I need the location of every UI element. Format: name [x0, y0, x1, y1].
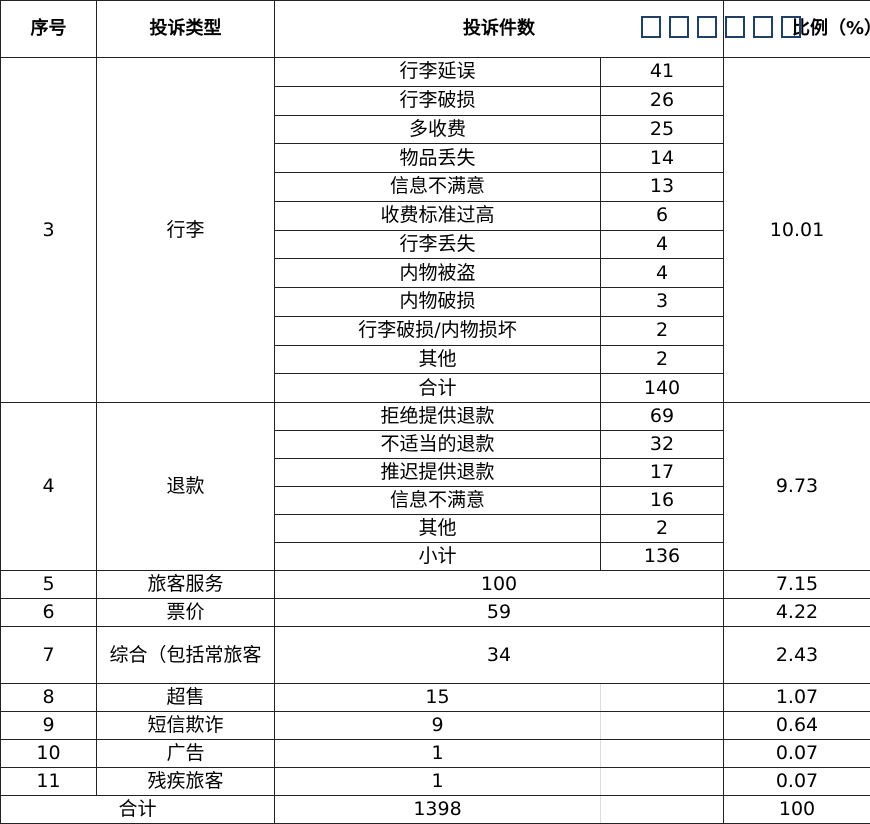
- ratio: 4.22: [724, 599, 870, 627]
- empty-cell: [601, 684, 724, 712]
- sub-type: 内物被盗: [275, 259, 601, 288]
- sub-type: 行李破损: [275, 86, 601, 115]
- sub-count: 32: [601, 431, 724, 459]
- complaint-type: 广告: [97, 740, 275, 768]
- sub-type: 其他: [275, 345, 601, 374]
- sub-count: 14: [601, 144, 724, 173]
- count: 15: [275, 684, 601, 712]
- sub-type: 物品丢失: [275, 144, 601, 173]
- sub-type: 多收费: [275, 115, 601, 144]
- sub-count: 136: [601, 543, 724, 571]
- count: 1: [275, 768, 601, 796]
- sub-type: 不适当的退款: [275, 431, 601, 459]
- complaint-type: 短信欺诈: [97, 712, 275, 740]
- count: 34: [275, 627, 724, 684]
- count: 9: [275, 712, 601, 740]
- sub-type: 内物破损: [275, 288, 601, 317]
- sub-type: 收费标准过高: [275, 201, 601, 230]
- header-ratio: 比例（%）: [724, 1, 870, 58]
- sub-count: 2: [601, 345, 724, 374]
- sub-type: 信息不满意: [275, 173, 601, 202]
- ratio: 1.07: [724, 684, 870, 712]
- sub-count: 25: [601, 115, 724, 144]
- sub-count: 2: [601, 316, 724, 345]
- sub-count: 69: [601, 403, 724, 431]
- sub-count: 3: [601, 288, 724, 317]
- row-number: 11: [1, 768, 97, 796]
- complaint-type: 退款: [97, 403, 275, 571]
- sub-count: 2: [601, 515, 724, 543]
- empty-cell: [601, 768, 724, 796]
- row-number: 7: [1, 627, 97, 684]
- total-ratio: 100: [724, 796, 870, 824]
- row-number: 3: [1, 58, 97, 403]
- empty-cell: [601, 712, 724, 740]
- count: 1: [275, 740, 601, 768]
- ratio: 0.64: [724, 712, 870, 740]
- sub-count: 17: [601, 459, 724, 487]
- ratio: 0.07: [724, 740, 870, 768]
- sub-type: 拒绝提供退款: [275, 403, 601, 431]
- header-row: 序号 投诉类型 投诉件数 比例（%）: [1, 1, 870, 58]
- count: 59: [275, 599, 724, 627]
- empty-cell: [601, 796, 724, 824]
- sub-count: 6: [601, 201, 724, 230]
- header-type: 投诉类型: [97, 1, 275, 58]
- complaint-type: 残疾旅客: [97, 768, 275, 796]
- ratio: 0.07: [724, 768, 870, 796]
- complaint-type: 旅客服务: [97, 571, 275, 599]
- sub-type: 行李延误: [275, 58, 601, 87]
- ratio: 7.15: [724, 571, 870, 599]
- row-number: 4: [1, 403, 97, 571]
- sub-type: 推迟提供退款: [275, 459, 601, 487]
- complaint-type: 综合（包括常旅客: [97, 627, 275, 684]
- sub-count: 4: [601, 259, 724, 288]
- sub-count: 41: [601, 58, 724, 87]
- empty-cell: [601, 740, 724, 768]
- sub-type: 其他: [275, 515, 601, 543]
- row-number: 9: [1, 712, 97, 740]
- sub-type: 信息不满意: [275, 487, 601, 515]
- sub-count: 26: [601, 86, 724, 115]
- complaint-type: 行李: [97, 58, 275, 403]
- row-number: 10: [1, 740, 97, 768]
- header-ratio-label: 比例（%）: [792, 18, 870, 39]
- sub-type: 行李破损/内物损坏: [275, 316, 601, 345]
- count: 100: [275, 571, 724, 599]
- sub-type: 小计: [275, 543, 601, 571]
- total-count: 1398: [275, 796, 601, 824]
- header-count: 投诉件数: [275, 1, 724, 58]
- ratio: 2.43: [724, 627, 870, 684]
- sub-count: 4: [601, 230, 724, 259]
- row-number: 8: [1, 684, 97, 712]
- ratio: 10.01: [724, 58, 870, 403]
- sub-count: 16: [601, 487, 724, 515]
- header-no: 序号: [1, 1, 97, 58]
- ratio: 9.73: [724, 403, 870, 571]
- row-number: 5: [1, 571, 97, 599]
- row-number: 6: [1, 599, 97, 627]
- sub-type: 行李丢失: [275, 230, 601, 259]
- sub-count: 140: [601, 374, 724, 403]
- complaint-type: 票价: [97, 599, 275, 627]
- sub-type: 合计: [275, 374, 601, 403]
- sub-count: 13: [601, 173, 724, 202]
- complaint-type: 超售: [97, 684, 275, 712]
- total-label: 合计: [1, 796, 275, 824]
